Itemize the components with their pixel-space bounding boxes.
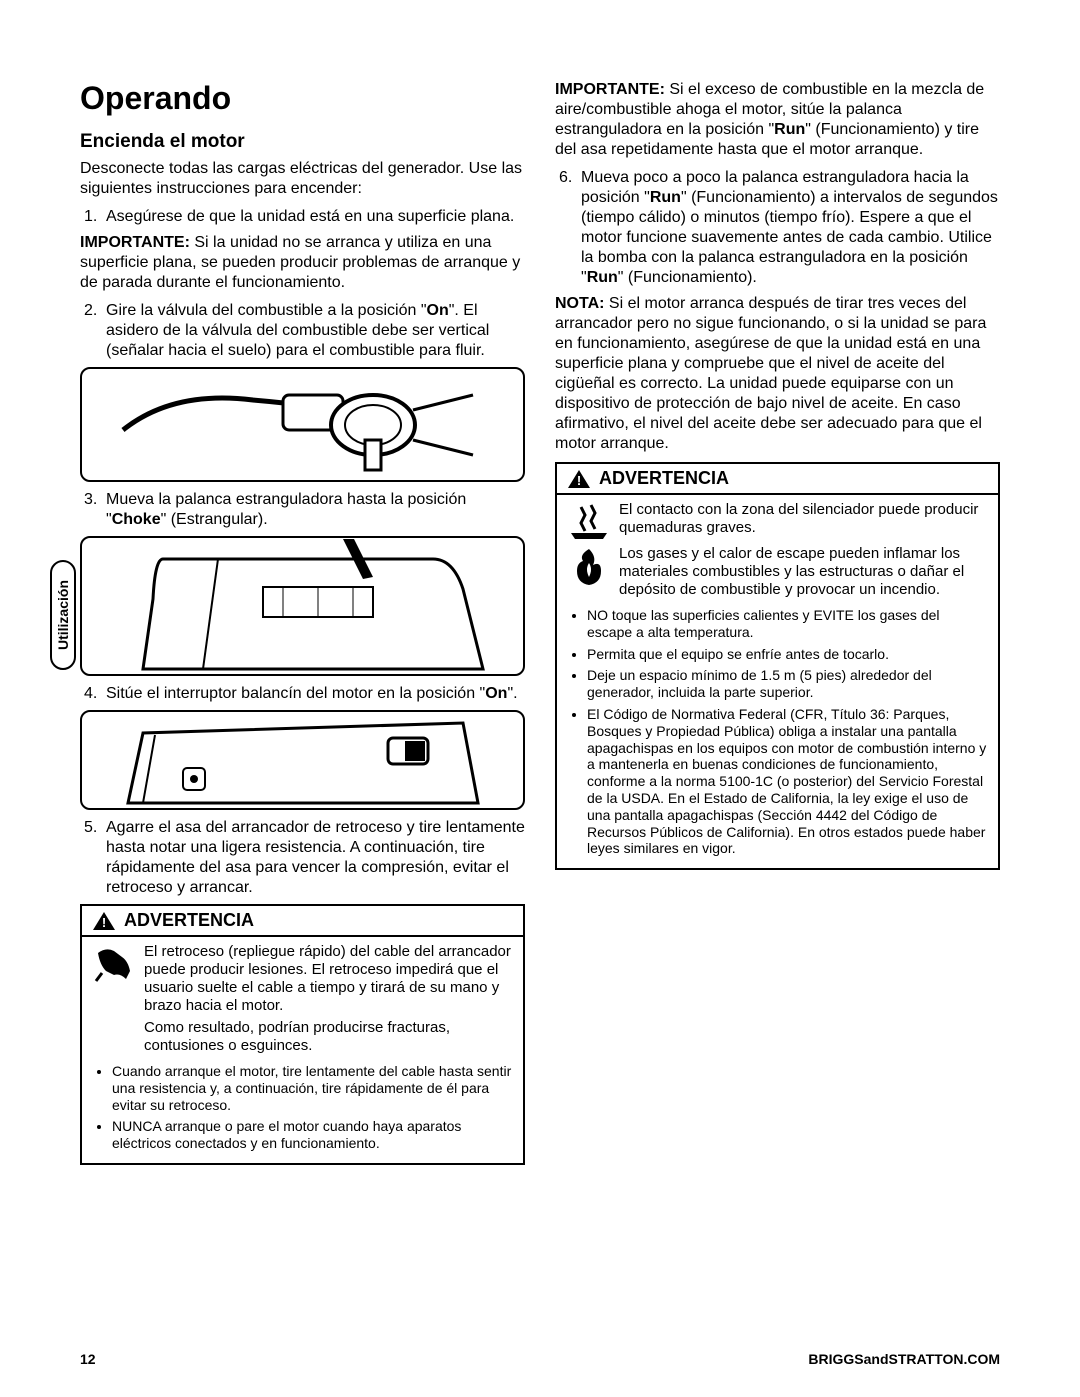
nota-text: NOTA: Si el motor arranca después de tir… [555,294,1000,454]
page-number: 12 [80,1351,96,1367]
right-column: IMPORTANTE: Si el exceso de combustible … [555,80,1000,1165]
warning-box-1: ! ADVERTENCIA El retroceso (repliegue rá… [80,904,525,1165]
footer: 12 BRIGGSandSTRATTON.COM [80,1351,1000,1367]
kickback-icon [92,943,136,1059]
warn1-p2: Como resultado, podrían producirse fract… [144,1019,513,1055]
left-column: Operando Encienda el motor Desconecte to… [80,80,525,1165]
warning-box-2: ! ADVERTENCIA El contacto con la zona de… [555,462,1000,870]
warning-title: ADVERTENCIA [599,468,729,489]
important-note-2: IMPORTANTE: Si el exceso de combustible … [555,80,1000,160]
step-4: Sitúe el interruptor balancín del motor … [106,684,525,704]
page-title: Operando [80,80,525,117]
warn2-p2: Los gases y el calor de escape pueden in… [619,545,988,599]
figure-rocker [80,710,525,810]
step-2: Gire la válvula del combustible a la pos… [106,301,525,361]
step-6: Mueva poco a poco la palanca estrangulad… [581,168,1000,288]
step-1: Asegúrese de que la unidad está en una s… [106,207,525,227]
svg-text:!: ! [577,473,581,488]
warn2-bullet-4: El Código de Normativa Federal (CFR, Tít… [587,706,988,857]
side-tab-label: Utilización [55,580,71,650]
warn2-p1: El contacto con la zona del silenciador … [619,501,988,537]
warn1-bullet-2: NUNCA arranque o pare el motor cuando ha… [112,1118,513,1152]
warn2-bullet-1: NO toque las superficies calientes y EVI… [587,607,988,641]
warning-icon: ! [92,911,116,931]
warn2-bullet-2: Permita que el equipo se enfríe antes de… [587,646,988,663]
side-tab: Utilización [50,560,76,670]
warn2-bullet-3: Deje un espacio mínimo de 1.5 m (5 pies)… [587,667,988,701]
important-note-1: IMPORTANTE: Si la unidad no se arranca y… [80,233,525,293]
warning-icon: ! [567,469,591,489]
fire-icon [567,545,611,603]
svg-text:!: ! [102,915,106,930]
warn1-bullet-1: Cuando arranque el motor, tire lentament… [112,1063,513,1113]
footer-site: BRIGGSandSTRATTON.COM [808,1351,1000,1367]
step-3: Mueva la palanca estranguladora hasta la… [106,490,525,530]
step-5: Agarre el asa del arrancador de retroces… [106,818,525,898]
figure-fuel-valve [80,367,525,482]
hot-surface-icon [567,501,611,541]
intro-text: Desconecte todas las cargas eléctricas d… [80,159,525,199]
section-heading: Encienda el motor [80,131,525,153]
warn1-p1: El retroceso (repliegue rápido) del cabl… [144,943,513,1015]
warning-title: ADVERTENCIA [124,910,254,931]
figure-choke [80,536,525,676]
